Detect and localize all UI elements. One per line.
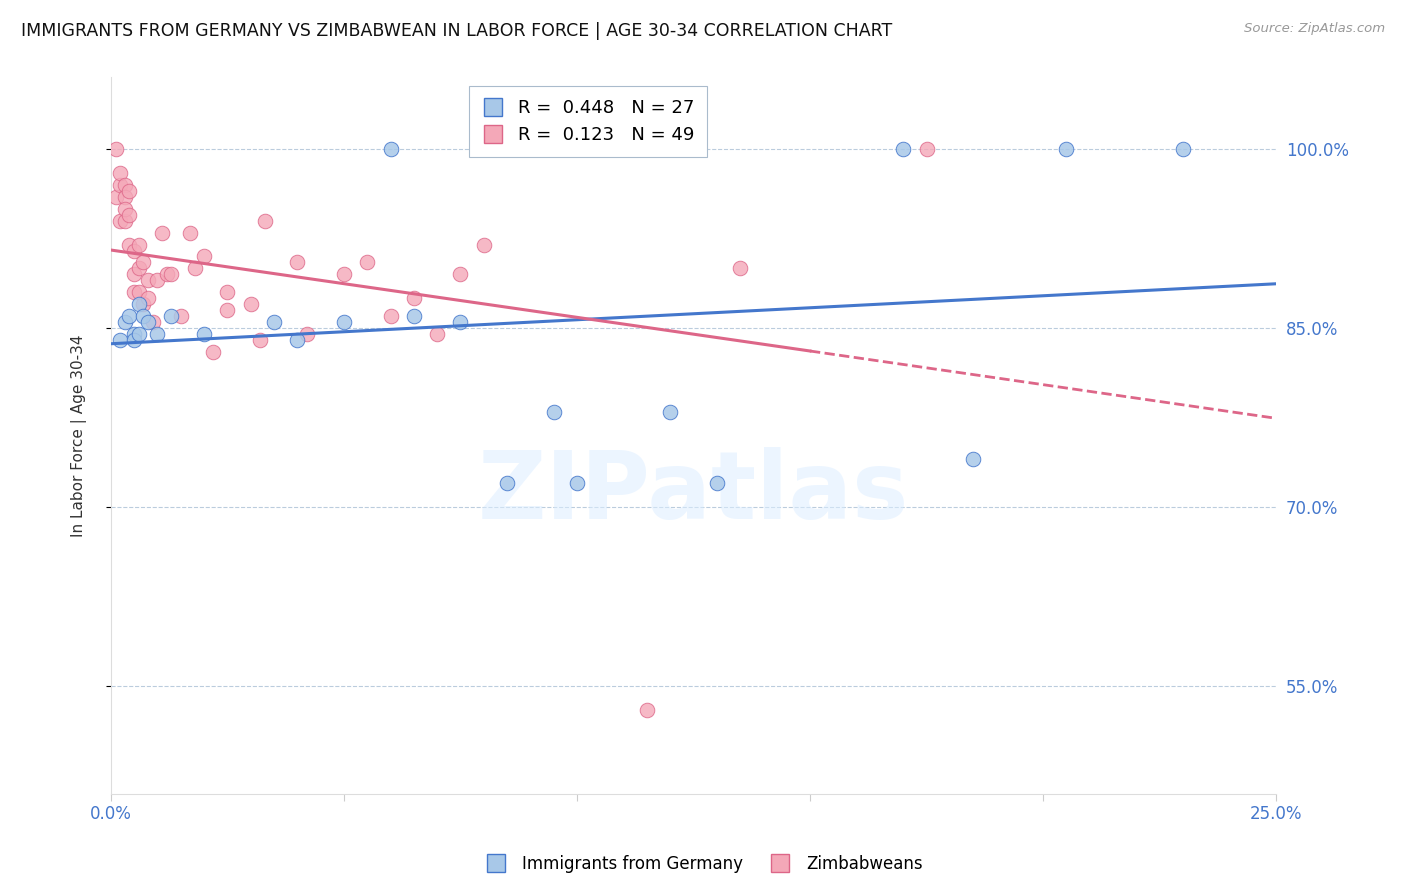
- Point: [114, 202, 136, 216]
- Text: IMMIGRANTS FROM GERMANY VS ZIMBABWEAN IN LABOR FORCE | AGE 30-34 CORRELATION CHA: IMMIGRANTS FROM GERMANY VS ZIMBABWEAN IN…: [21, 22, 893, 40]
- Point: [122, 327, 145, 342]
- Point: [136, 291, 159, 305]
- Point: [356, 255, 378, 269]
- Point: [249, 333, 271, 347]
- Point: [118, 309, 141, 323]
- Point: [184, 261, 207, 276]
- Point: [402, 309, 425, 323]
- Point: [295, 327, 318, 342]
- Point: [565, 476, 588, 491]
- Point: [706, 476, 728, 491]
- Point: [239, 297, 262, 311]
- Point: [128, 237, 150, 252]
- Point: [285, 333, 308, 347]
- Point: [380, 142, 402, 156]
- Point: [496, 476, 519, 491]
- Point: [122, 268, 145, 282]
- Point: [891, 142, 914, 156]
- Point: [285, 255, 308, 269]
- Point: [380, 309, 402, 323]
- Point: [114, 315, 136, 329]
- Point: [156, 268, 179, 282]
- Point: [122, 333, 145, 347]
- Point: [333, 315, 356, 329]
- Point: [142, 315, 165, 329]
- Point: [449, 268, 471, 282]
- Point: [108, 213, 131, 227]
- Point: [132, 255, 155, 269]
- Point: [217, 285, 239, 300]
- Point: [114, 213, 136, 227]
- Point: [108, 178, 131, 192]
- Point: [136, 315, 159, 329]
- Point: [728, 261, 751, 276]
- Point: [114, 190, 136, 204]
- Point: [915, 142, 938, 156]
- Point: [636, 703, 658, 717]
- Point: [253, 213, 276, 227]
- Point: [128, 261, 150, 276]
- Point: [543, 405, 565, 419]
- Point: [118, 184, 141, 198]
- Point: [128, 297, 150, 311]
- Point: [1171, 142, 1194, 156]
- Point: [150, 226, 173, 240]
- Point: [108, 166, 131, 180]
- Point: [128, 327, 150, 342]
- Point: [146, 327, 169, 342]
- Point: [263, 315, 285, 329]
- Point: [426, 327, 449, 342]
- Legend: R =  0.448   N = 27, R =  0.123   N = 49: R = 0.448 N = 27, R = 0.123 N = 49: [470, 87, 707, 157]
- Y-axis label: In Labor Force | Age 30-34: In Labor Force | Age 30-34: [72, 334, 87, 537]
- Point: [104, 142, 127, 156]
- Point: [146, 273, 169, 287]
- Point: [118, 237, 141, 252]
- Point: [659, 405, 682, 419]
- Point: [136, 273, 159, 287]
- Point: [108, 333, 131, 347]
- Text: ZIPatlas: ZIPatlas: [478, 447, 910, 539]
- Point: [118, 208, 141, 222]
- Point: [122, 244, 145, 258]
- Point: [202, 345, 225, 359]
- Point: [193, 250, 215, 264]
- Point: [104, 190, 127, 204]
- Legend: Immigrants from Germany, Zimbabweans: Immigrants from Germany, Zimbabweans: [477, 848, 929, 880]
- Point: [179, 226, 201, 240]
- Text: Source: ZipAtlas.com: Source: ZipAtlas.com: [1244, 22, 1385, 36]
- Point: [132, 297, 155, 311]
- Point: [160, 309, 183, 323]
- Point: [217, 303, 239, 318]
- Point: [114, 178, 136, 192]
- Point: [449, 315, 471, 329]
- Point: [160, 268, 183, 282]
- Point: [170, 309, 193, 323]
- Point: [193, 327, 215, 342]
- Point: [122, 285, 145, 300]
- Point: [402, 291, 425, 305]
- Point: [472, 237, 495, 252]
- Point: [128, 285, 150, 300]
- Point: [333, 268, 356, 282]
- Point: [1054, 142, 1077, 156]
- Point: [962, 452, 984, 467]
- Point: [132, 309, 155, 323]
